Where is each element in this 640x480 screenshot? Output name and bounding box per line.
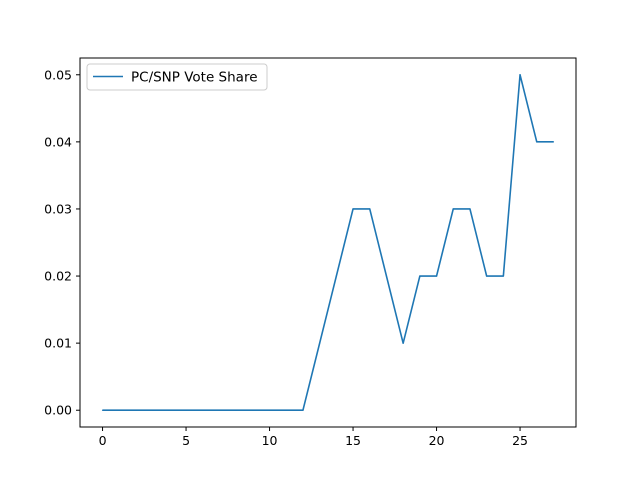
data-point: [352, 208, 354, 210]
data-point: [452, 208, 454, 210]
data-point: [319, 342, 321, 344]
series-line-0: [102, 73, 554, 412]
data-point: [152, 409, 154, 411]
data-point: [202, 409, 204, 411]
data-point: [552, 141, 555, 143]
data-point: [118, 409, 120, 411]
data-point: [268, 409, 271, 411]
y-tick-label: 0.02: [44, 269, 72, 284]
data-point: [469, 208, 471, 210]
data-point: [536, 141, 538, 143]
data-point: [419, 275, 421, 277]
y-tick-label: 0.00: [44, 403, 72, 418]
data-point: [101, 409, 104, 411]
x-tick-label: 5: [182, 433, 190, 448]
data-point: [502, 275, 504, 277]
x-tick-label: 25: [512, 433, 528, 448]
axes-frame: [79, 57, 577, 428]
y-tick-label: 0.03: [44, 201, 72, 216]
y-tick-label: 0.01: [44, 336, 72, 351]
x-tick-label: 10: [262, 433, 278, 448]
x-axis: 0 5 10 15 20 25: [99, 427, 528, 448]
data-point: [302, 409, 304, 411]
data-point: [519, 74, 521, 76]
data-point: [402, 342, 404, 344]
legend-box: [86, 63, 268, 91]
y-tick-label: 0.04: [44, 134, 72, 149]
data-point: [168, 409, 170, 411]
data-point: [385, 275, 388, 277]
legend: PC/SNP Vote Share: [86, 63, 268, 91]
data-point: [252, 409, 254, 411]
y-axis: 0.00 0.01 0.02 0.03 0.04 0.05: [44, 67, 80, 418]
y-tick-label: 0.05: [44, 67, 72, 82]
data-point: [435, 275, 438, 277]
data-point: [369, 208, 371, 210]
data-point: [285, 409, 287, 411]
x-tick-label: 20: [429, 433, 445, 448]
plot-area: [79, 57, 577, 428]
data-point: [235, 409, 237, 411]
legend-label-pc-snp-vote-share: PC/SNP Vote Share: [131, 70, 258, 86]
data-point: [185, 409, 187, 411]
data-point: [335, 275, 337, 277]
data-point: [218, 409, 221, 411]
data-point: [486, 275, 488, 277]
x-tick-label: 0: [99, 433, 107, 448]
data-point: [135, 409, 137, 411]
x-tick-label: 15: [345, 433, 361, 448]
